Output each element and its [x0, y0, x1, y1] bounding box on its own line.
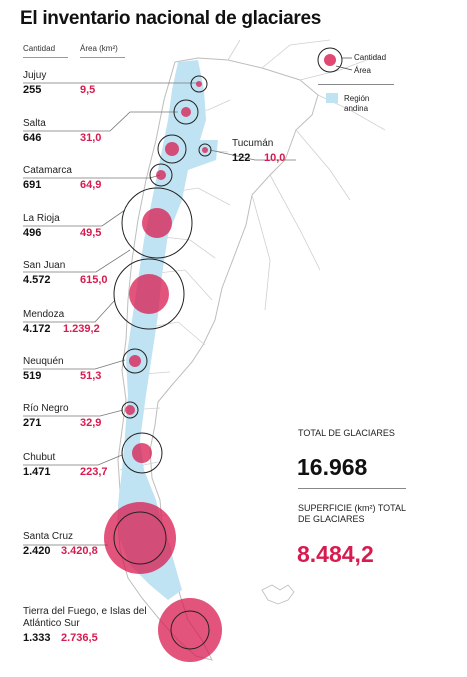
leader-chubut — [23, 454, 123, 466]
bubble-catamarca-2 — [149, 163, 173, 187]
bubble-catamarca — [157, 134, 187, 164]
province-count: 519 — [23, 370, 42, 382]
leader-rionegro — [23, 409, 124, 417]
province-jujuy: Jujuy 255 9,5 — [23, 70, 95, 96]
total-glaciares-label: TOTAL DE GLACIARES — [298, 428, 395, 438]
map-title: El inventario nacional de glaciares — [20, 8, 322, 29]
province-mendoza: Mendoza 4.172 1.239,2 — [23, 309, 100, 335]
province-count: 646 — [23, 132, 42, 144]
province-name: Salta — [23, 118, 46, 129]
province-area: 32,9 — [80, 417, 102, 429]
province-count: 1.471 — [23, 466, 51, 478]
province-tierradelfuego: Tierra del Fuego, e Islas del Atlántico … — [23, 606, 151, 644]
province-area: 49,5 — [80, 227, 102, 239]
leader-sanjuan — [23, 249, 131, 273]
province-area: 10,0 — [264, 152, 286, 164]
legend-andina-label: Región andina — [344, 94, 370, 113]
province-count: 122 — [232, 152, 251, 164]
province-count: 2.420 — [23, 545, 51, 557]
province-neuquen: Neuquén 519 51,3 — [23, 356, 101, 382]
province-santacruz: Santa Cruz 2.420 3.420,8 — [23, 531, 98, 557]
column-header-cantidad: Cantidad — [23, 44, 56, 53]
province-area: 3.420,8 — [61, 545, 98, 557]
province-name: Mendoza — [23, 309, 65, 320]
province-count: 4.172 — [23, 323, 51, 335]
province-sanjuan: San Juan 4.572 615,0 — [23, 260, 108, 286]
province-name: Jujuy — [23, 70, 47, 81]
province-name: Santa Cruz — [23, 531, 74, 542]
legend-bubble — [317, 47, 353, 73]
province-area: 64,9 — [80, 179, 102, 191]
leader-mendoza — [23, 299, 116, 323]
province-name: La Rioja — [23, 213, 60, 224]
bubble-tierradelfuego — [158, 598, 222, 662]
bubble-salta — [173, 99, 199, 125]
column-header-area: Área (km²) — [80, 44, 118, 53]
province-catamarca: Catamarca 691 64,9 — [23, 165, 101, 191]
province-count: 691 — [23, 179, 42, 191]
province-area: 9,5 — [80, 84, 96, 96]
province-name: Neuquén — [23, 356, 64, 367]
province-area: 615,0 — [80, 274, 108, 286]
malvinas-islands — [261, 584, 295, 605]
province-name: Chubut — [23, 452, 56, 463]
bubble-jujuy — [190, 75, 208, 93]
bubble-tucuman — [198, 143, 212, 157]
province-name: Tucumán — [232, 138, 274, 149]
bubble-santacruz — [104, 502, 176, 574]
column-underline-area — [80, 57, 125, 58]
leader-larioja — [23, 209, 126, 227]
leader-neuquen — [23, 359, 126, 370]
province-name: San Juan — [23, 260, 66, 271]
bubble-rionegro — [121, 401, 139, 419]
province-count: 4.572 — [23, 274, 51, 286]
province-area: 1.239,2 — [63, 323, 100, 335]
province-area: 51,3 — [80, 370, 102, 382]
bubble-mendoza — [113, 258, 185, 330]
province-count: 1.333 — [23, 632, 51, 644]
legend-cantidad-label: Cantidad — [354, 53, 387, 62]
province-rionegro: Río Negro 271 32,9 — [23, 403, 101, 429]
totals-divider — [298, 488, 406, 489]
province-area: 31,0 — [80, 132, 102, 144]
legend-andina-swatch — [326, 93, 338, 103]
andean-region — [118, 60, 218, 600]
leader-tucuman — [209, 149, 296, 161]
province-salta: Salta 646 31,0 — [23, 118, 101, 144]
province-chubut: Chubut 1.471 223,7 — [23, 452, 108, 478]
province-count: 271 — [23, 417, 42, 429]
superficie-total-value: 8.484,2 — [297, 541, 374, 567]
province-name: Río Negro — [23, 403, 69, 414]
province-area: 223,7 — [80, 466, 108, 478]
column-underline-cantidad — [23, 57, 68, 58]
province-tucuman: Tucumán 122 10,0 — [232, 138, 285, 164]
province-larioja: La Rioja 496 49,5 — [23, 213, 101, 239]
bubble-larioja — [121, 187, 193, 259]
bubble-chubut — [121, 432, 163, 474]
neighbor-borders — [227, 39, 386, 311]
province-area: 2.736,5 — [61, 632, 98, 644]
total-glaciares-value: 16.968 — [297, 454, 368, 480]
province-count: 496 — [23, 227, 42, 239]
province-count: 255 — [23, 84, 42, 96]
province-name: Catamarca — [23, 165, 72, 176]
legend-divider — [318, 84, 394, 85]
superficie-total-label: SUPERFICIE (km²) TOTAL DE GLACIARES — [298, 503, 406, 524]
province-name: Tierra del Fuego, e Islas del Atlántico … — [23, 606, 147, 629]
bubble-neuquen — [122, 348, 148, 374]
legend-area-label: Área — [354, 66, 371, 75]
leader-salta — [23, 111, 178, 132]
